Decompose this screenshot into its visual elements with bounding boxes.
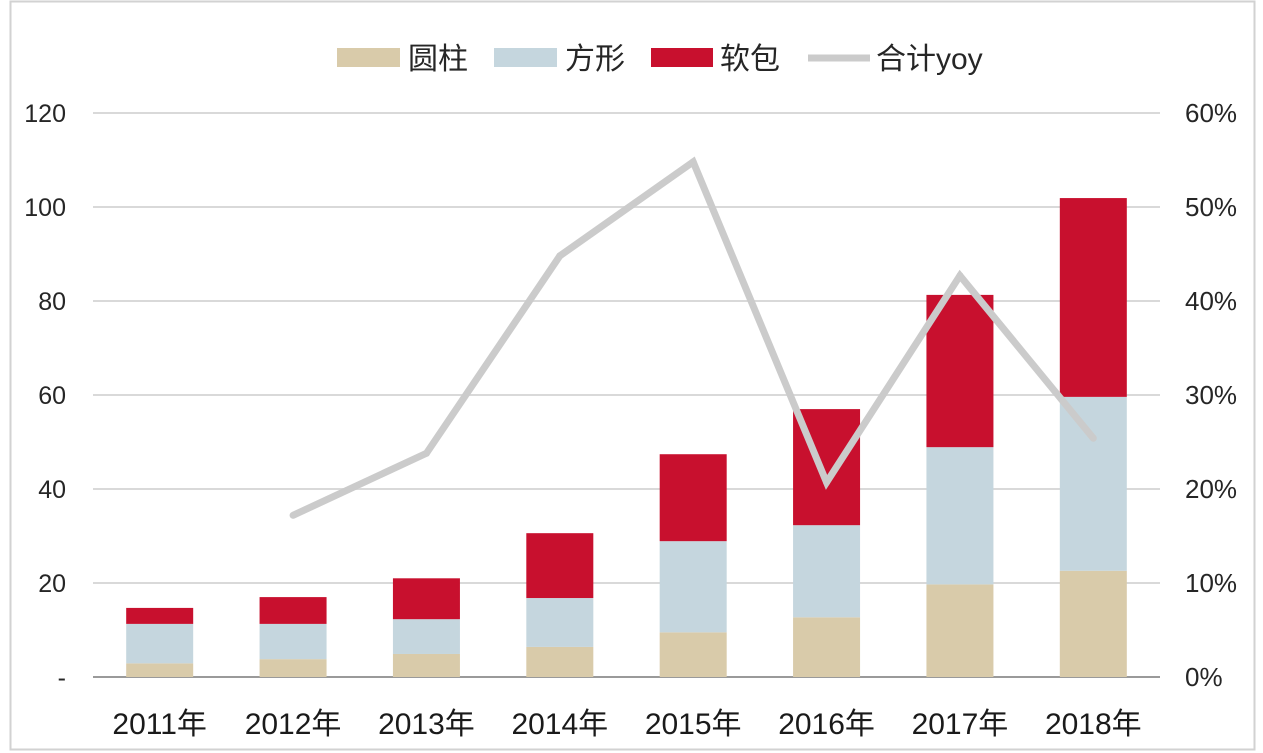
left-axis-tick-label: 100	[24, 194, 66, 222]
yoy-point	[556, 252, 564, 260]
legend-swatch-pouch	[651, 48, 713, 67]
bars	[126, 198, 1127, 677]
stacked-bar	[259, 597, 327, 677]
yoy-point	[956, 272, 964, 280]
right-axis-tick-label: 50%	[1185, 192, 1237, 222]
x-axis-category-label: 2017年	[912, 708, 1009, 741]
bar-segment-prismatic	[659, 541, 727, 633]
stacked-bar	[793, 409, 861, 677]
bar-segment-prismatic	[126, 623, 194, 664]
right-axis-tick-label: 0%	[1185, 662, 1223, 692]
legend-item-cylindrical: 圆柱	[337, 43, 468, 76]
x-axis-category-label: 2016年	[778, 708, 875, 741]
bar-segment-cylindrical	[1059, 570, 1127, 677]
bar-segment-cylindrical	[526, 646, 594, 677]
legend-label-prismatic: 方形	[565, 43, 625, 76]
x-axis-category-label: 2012年	[245, 708, 342, 741]
right-axis-tick-labels: 0% 10% 20% 30% 40% 50% 60%	[1185, 98, 1237, 692]
bar-segment-pouch	[659, 454, 727, 542]
legend-swatch-prismatic	[494, 48, 557, 67]
right-axis-tick-label: 10%	[1185, 568, 1237, 598]
legend: 圆柱 方形 软包 合计yoy	[337, 43, 983, 76]
yoy-point	[689, 158, 697, 166]
legend-label-total-yoy: 合计yoy	[876, 43, 983, 76]
bar-segment-prismatic	[1059, 396, 1127, 571]
left-axis-tick-label: -	[58, 664, 66, 692]
x-axis-category-label: 2014年	[511, 708, 608, 741]
legend-label-pouch: 软包	[720, 43, 780, 76]
legend-label-cylindrical: 圆柱	[408, 43, 468, 76]
yoy-point	[823, 478, 831, 486]
stacked-bar	[392, 578, 460, 677]
legend-item-prismatic: 方形	[494, 43, 625, 76]
right-axis-tick-label: 40%	[1185, 286, 1237, 316]
bar-segment-prismatic	[392, 619, 460, 654]
bar-segment-cylindrical	[392, 653, 460, 677]
x-axis-category-label: 2015年	[645, 708, 742, 741]
left-axis-tick-label: 60	[38, 382, 66, 410]
right-axis-tick-label: 30%	[1185, 380, 1237, 410]
bar-segment-cylindrical	[793, 617, 861, 677]
bar-segment-prismatic	[926, 447, 994, 585]
stacked-bar	[126, 607, 194, 677]
yoy-line-layer	[289, 156, 1097, 519]
bar-segment-cylindrical	[126, 663, 194, 677]
x-axis-category-label: 2011年	[112, 708, 207, 741]
x-axis-category-label: 2013年	[378, 708, 475, 741]
stacked-bar	[659, 454, 727, 677]
left-axis-tick-label: 40	[38, 476, 66, 504]
right-axis-tick-label: 20%	[1185, 474, 1237, 504]
bar-segment-prismatic	[259, 623, 327, 660]
bar-segment-cylindrical	[659, 632, 727, 677]
stacked-bar	[526, 533, 594, 677]
left-axis-tick-label: 120	[24, 100, 66, 128]
bar-segment-pouch	[392, 578, 460, 620]
legend-item-pouch: 软包	[651, 43, 780, 76]
yoy-point	[422, 449, 430, 457]
bar-segment-cylindrical	[259, 659, 327, 677]
x-axis-category-labels: 2011年 2012年 2013年 2014年 2015年 2016年 2017年 2018年	[112, 708, 1141, 741]
bar-segment-prismatic	[526, 598, 594, 647]
bar-segment-pouch	[1059, 198, 1127, 397]
yoy-point	[1089, 434, 1097, 442]
bar-segment-cylindrical	[926, 584, 994, 677]
chart-frame	[9, 0, 1256, 751]
x-axis-category-label: 2018年	[1045, 708, 1142, 741]
legend-item-total-yoy: 合计yoy	[808, 43, 983, 76]
left-axis-tick-label: 80	[38, 288, 66, 316]
left-axis-tick-label: 20	[38, 570, 66, 598]
yoy-point	[289, 511, 297, 519]
bar-segment-pouch	[126, 607, 194, 624]
stacked-bar	[926, 294, 994, 677]
bar-segment-prismatic	[793, 525, 861, 618]
bar-segment-pouch	[259, 597, 327, 624]
stacked-bar	[1059, 198, 1127, 677]
right-axis-tick-label: 60%	[1185, 98, 1237, 128]
legend-swatch-cylindrical	[337, 48, 400, 67]
bar-segment-pouch	[526, 533, 594, 599]
left-axis-tick-labels: - 20 40 60 80 100 120	[24, 100, 66, 692]
bar-segment-pouch	[926, 294, 994, 448]
